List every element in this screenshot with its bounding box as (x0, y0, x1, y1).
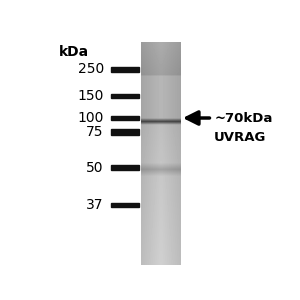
Text: 250: 250 (77, 62, 104, 76)
Text: 2: 2 (155, 42, 166, 60)
Text: ~70kDa: ~70kDa (214, 112, 273, 124)
Text: 75: 75 (86, 125, 104, 139)
Bar (111, 116, 139, 120)
Text: UVRAG: UVRAG (214, 131, 267, 144)
Text: kDa: kDa (58, 45, 88, 59)
Text: 100: 100 (77, 111, 104, 125)
Text: 150: 150 (77, 89, 104, 103)
Bar (111, 94, 139, 98)
Bar (111, 129, 139, 135)
Text: 37: 37 (86, 198, 104, 212)
Bar (111, 67, 139, 72)
Bar (111, 202, 139, 207)
Text: 50: 50 (86, 161, 104, 175)
Bar (111, 165, 139, 170)
